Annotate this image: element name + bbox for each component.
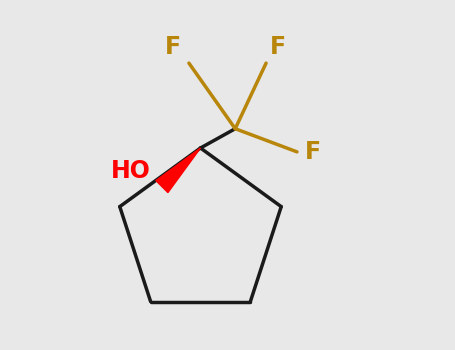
- Text: F: F: [305, 140, 321, 164]
- Text: F: F: [270, 35, 286, 59]
- Text: F: F: [165, 35, 181, 59]
- Polygon shape: [156, 148, 201, 192]
- Text: HO: HO: [111, 159, 151, 183]
